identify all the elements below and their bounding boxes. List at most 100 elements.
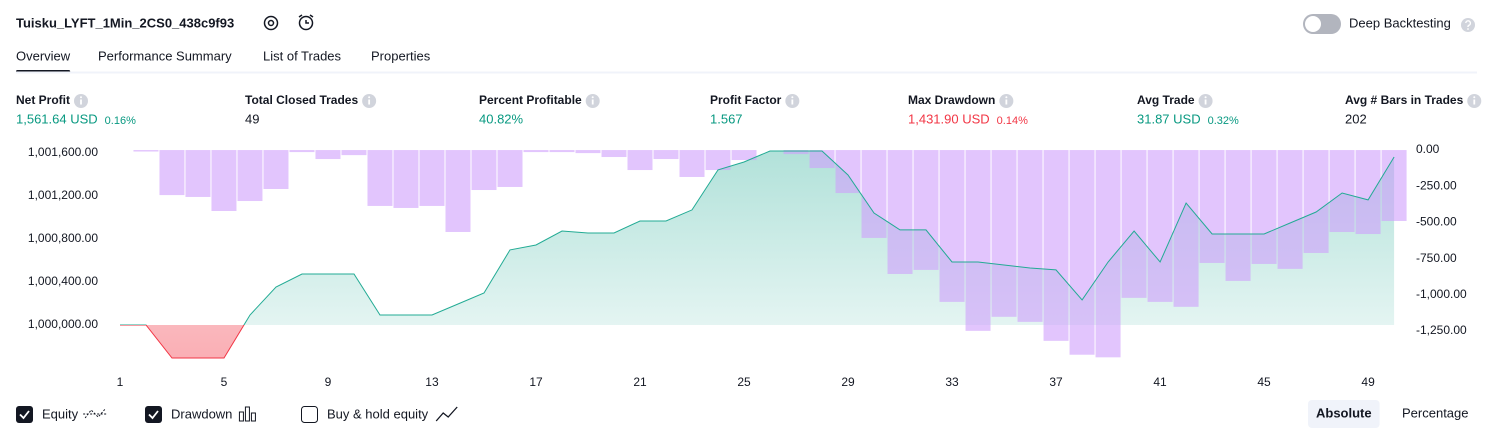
x-tick-label: 17	[529, 375, 543, 389]
drawdown-bar	[991, 150, 1017, 317]
strategy-title: Tuisku_LYFT_1Min_2CS0_438c9f93	[16, 15, 234, 30]
drawdown-bar	[575, 150, 601, 154]
y-tick-label: 1,001,200.00	[28, 188, 98, 202]
x-tick-label: 41	[1153, 375, 1167, 389]
deep-backtesting-toggle[interactable]	[1303, 14, 1341, 34]
drawdown-bar	[1381, 150, 1407, 221]
y2-tick-label: -250.00	[1416, 178, 1457, 192]
settings-icon[interactable]	[263, 15, 279, 31]
drawdown-bar	[1095, 150, 1121, 358]
tab[interactable]: List of Trades	[263, 48, 342, 63]
tab[interactable]: Overview	[16, 48, 71, 63]
tab-bar: Overview Performance Summary List of Trade…	[16, 48, 431, 73]
y2-tick-label: -1,000.00	[1416, 287, 1467, 301]
equity-icon	[83, 408, 108, 419]
y2-tick-label: -1,250.00	[1416, 323, 1467, 337]
drawdown-bar	[783, 150, 809, 155]
mode-button-label[interactable]: Percentage	[1402, 405, 1469, 420]
info-icon[interactable]	[999, 94, 1014, 108]
drawdown-bar	[445, 150, 471, 232]
metric-value: 1.567	[710, 111, 743, 126]
drawdown-bar	[289, 150, 315, 153]
y-tick-label: 1,000,000.00	[28, 317, 98, 331]
drawdown-bar	[393, 150, 419, 208]
info-icon[interactable]	[585, 94, 600, 108]
drawdown-bar	[887, 150, 913, 274]
y2-tick-label: 0.00	[1416, 142, 1440, 156]
info-dot	[1473, 96, 1476, 99]
metric-percent: 0.32%	[1208, 115, 1239, 127]
drawdown-bar	[705, 150, 731, 171]
drawdown-bar	[913, 150, 939, 270]
x-tick-label: 37	[1049, 375, 1063, 389]
metric-value: 49	[245, 111, 259, 126]
y2-tick-label: -750.00	[1416, 251, 1457, 265]
info-dot	[368, 96, 371, 99]
info-icon[interactable]	[785, 94, 800, 108]
buy-hold-icon	[435, 406, 458, 422]
info-icon[interactable]	[74, 94, 88, 108]
chart: 1,000,000.00 1,000,400.00 1,000,800.00 1,00…	[28, 142, 1467, 389]
drawdown-bar	[809, 150, 835, 169]
drawdown-icon-bar	[250, 412, 256, 422]
checkbox-check	[148, 410, 159, 420]
drawdown-bar	[315, 150, 341, 160]
info-icon[interactable]	[362, 94, 377, 108]
info-stem	[591, 99, 594, 105]
drawdown-bar	[861, 150, 887, 238]
x-tick-label: 9	[325, 375, 332, 389]
info-stem	[1204, 99, 1207, 105]
drawdown-bar	[1017, 150, 1043, 322]
metric-label: Percent Profitable	[479, 93, 582, 107]
drawdown-bar	[1225, 150, 1251, 281]
metric-value: 31.87 USD	[1137, 111, 1201, 126]
checkbox[interactable]	[145, 406, 162, 423]
info-icon[interactable]	[1467, 94, 1482, 108]
y2-tick-label: -500.00	[1416, 215, 1457, 229]
drawdown-bar	[185, 150, 211, 197]
y-tick-label: 1,000,400.00	[28, 274, 98, 288]
checkbox-check	[19, 410, 30, 420]
drawdown-bar	[1043, 150, 1069, 341]
metric-percent: 0.16%	[105, 115, 136, 127]
tab[interactable]: Properties	[371, 48, 431, 63]
drawdown-bar	[601, 150, 627, 158]
footer: Equity Drawdown Buy & hold equity Absolute P…	[16, 400, 1469, 428]
drawdown-bar	[1355, 150, 1381, 235]
metric-label: Avg Trade	[1137, 93, 1195, 107]
drawdown-bar	[341, 150, 367, 156]
metric-value: 1,431.90 USD	[908, 111, 990, 126]
x-tick-label: 45	[1257, 375, 1271, 389]
drawdown-bar	[263, 150, 289, 189]
mode-button-bg[interactable]	[1308, 400, 1380, 428]
metric-value: 202	[1345, 111, 1367, 126]
tab[interactable]: Performance Summary	[98, 48, 232, 63]
help-icon[interactable]	[1461, 18, 1475, 32]
metrics-row: Net Profit 1,561.64 USD 0.16% Total Closed …	[16, 93, 1482, 127]
metric-value: 40.82%	[479, 111, 524, 126]
checkbox-box	[16, 406, 33, 423]
info-icon[interactable]	[1198, 94, 1213, 108]
checkbox[interactable]	[301, 406, 318, 423]
info-dot	[591, 96, 594, 99]
legend-label: Buy & hold equity	[327, 406, 429, 421]
metric-percent: 0.14%	[997, 115, 1028, 127]
mode-button-label[interactable]: Absolute	[1316, 405, 1372, 420]
drawdown-icon-bar	[244, 406, 250, 422]
drawdown-bar	[159, 150, 185, 196]
equity-line	[120, 150, 1395, 325]
drawdown-bar	[471, 150, 497, 191]
drawdown-bar	[1277, 150, 1303, 269]
drawdown-bar	[1303, 150, 1329, 253]
drawdown-bar	[419, 150, 445, 206]
drawdown-bar	[367, 150, 393, 206]
drawdown-bar	[1173, 150, 1199, 307]
alert-icon[interactable]	[298, 14, 314, 31]
drawdown-bar	[497, 150, 523, 187]
tab-divider	[16, 71, 1477, 74]
checkbox[interactable]	[16, 406, 33, 423]
x-tick-label: 49	[1361, 375, 1375, 389]
drawdown-bar	[523, 150, 549, 153]
metric-value: 1,561.64 USD	[16, 111, 98, 126]
